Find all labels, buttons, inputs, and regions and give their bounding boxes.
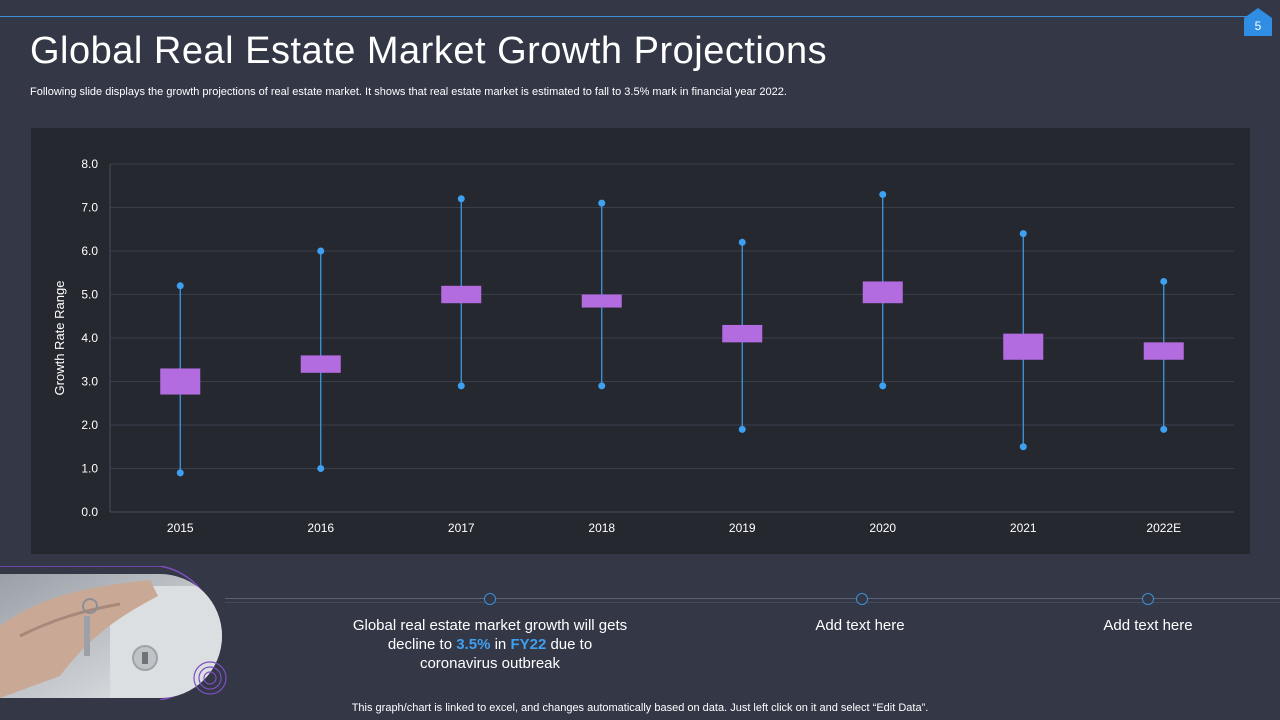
- x-tick-label: 2017: [448, 521, 475, 535]
- y-tick-label: 7.0: [81, 201, 98, 215]
- y-tick-label: 4.0: [81, 331, 98, 345]
- high-point: [1019, 230, 1027, 238]
- timeline-dot-1: [484, 593, 496, 605]
- timeline-text-2: Add text here: [815, 617, 905, 634]
- low-point: [1019, 443, 1027, 451]
- y-tick-label: 0.0: [81, 505, 98, 519]
- footer-note: This graph/chart is linked to excel, and…: [351, 702, 929, 714]
- high-point: [317, 247, 325, 255]
- x-tick-label: 2018: [588, 521, 615, 535]
- high-point: [738, 238, 746, 246]
- low-point: [738, 425, 746, 433]
- page-number: 5: [1254, 19, 1262, 33]
- timeline-text-1: Global real estate market growth will ge…: [350, 616, 630, 673]
- timeline-dot-3: [1142, 593, 1154, 605]
- high-point: [457, 195, 465, 203]
- timeline-text-3: Add text here: [1103, 617, 1193, 634]
- low-point: [176, 469, 184, 477]
- page-number-badge: 5: [1244, 8, 1272, 36]
- y-tick-label: 6.0: [81, 244, 98, 258]
- x-tick-label: 2016: [307, 521, 334, 535]
- timeline-text-1-part-c: due to coronavirus outbreak: [419, 636, 593, 672]
- low-point: [1160, 425, 1168, 433]
- timeline-dot-2: [856, 593, 868, 605]
- page-title: Global Real Estate Market Growth Project…: [30, 30, 828, 72]
- top-accent-line: [0, 16, 1248, 17]
- box-chart[interactable]: 0.0 1.0 2.0 3.0 4.0 5.0 6.0 7.0 8.0 Growth Rate R…: [31, 128, 1250, 554]
- range-box: [1003, 333, 1044, 360]
- low-point: [317, 465, 325, 472]
- hand-with-key-photo: [0, 566, 227, 700]
- y-tick-label: 3.0: [81, 375, 98, 389]
- y-axis-label: Growth Rate Range: [52, 281, 67, 396]
- x-tick-label: 2015: [167, 521, 194, 535]
- home-icon: [1244, 8, 1272, 36]
- high-point: [176, 282, 184, 290]
- range-box: [862, 281, 903, 304]
- low-point: [598, 382, 606, 390]
- page-subtitle: Following slide displays the growth proj…: [30, 86, 787, 98]
- x-tick-label: 2021: [1010, 521, 1037, 535]
- chart-panel[interactable]: 0.0 1.0 2.0 3.0 4.0 5.0 6.0 7.0 8.0 Growth Rate R…: [31, 128, 1250, 554]
- timeline-line: [225, 598, 1280, 599]
- y-tick-label: 1.0: [81, 462, 98, 476]
- high-point: [598, 199, 606, 207]
- x-tick-label: 2019: [729, 521, 756, 535]
- range-box: [160, 368, 201, 395]
- y-tick-label: 2.0: [81, 418, 98, 432]
- range-box: [722, 324, 763, 343]
- low-point: [457, 382, 465, 390]
- y-tick-label: 8.0: [81, 157, 98, 171]
- y-tick-label: 5.0: [81, 288, 98, 302]
- low-point: [879, 382, 887, 390]
- timeline-text-1-part-b: in: [490, 636, 511, 653]
- x-tick-label: 2022E: [1146, 521, 1181, 535]
- high-point: [1160, 277, 1168, 285]
- high-point: [879, 190, 887, 198]
- range-box: [300, 355, 341, 373]
- range-box: [581, 294, 622, 308]
- range-box: [441, 285, 482, 304]
- x-tick-label: 2020: [869, 521, 896, 535]
- timeline-text-1-part-a: Global real estate market growth will ge…: [352, 617, 628, 653]
- range-box: [1143, 342, 1184, 360]
- highlight-fiscal-year: FY22: [510, 636, 547, 653]
- highlight-percentage: 3.5%: [456, 636, 491, 653]
- timeline-line-shadow: [225, 602, 1280, 603]
